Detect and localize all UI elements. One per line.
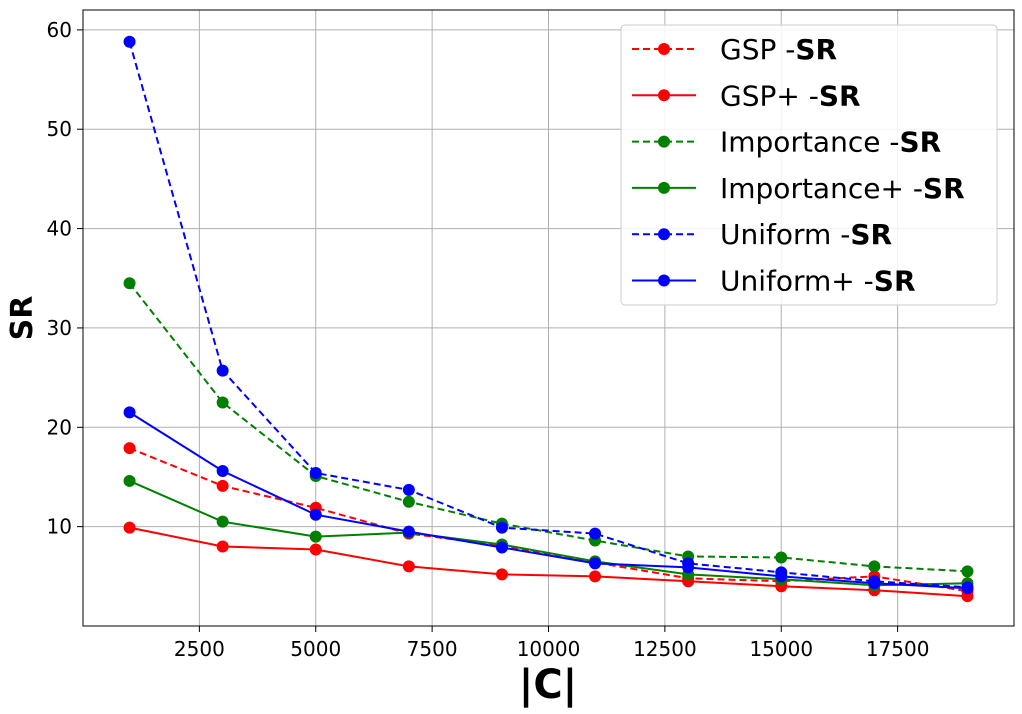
data-point bbox=[775, 570, 788, 583]
series-line bbox=[129, 411, 968, 590]
data-point bbox=[123, 442, 136, 455]
series-line bbox=[129, 526, 968, 598]
x-axis-label: |C| bbox=[519, 662, 578, 709]
y-tick-label: 50 bbox=[47, 117, 72, 141]
data-point bbox=[216, 540, 229, 553]
x-tick-label: 10000 bbox=[517, 637, 581, 661]
data-point bbox=[309, 543, 322, 556]
legend-marker bbox=[658, 228, 670, 241]
series-line bbox=[128, 41, 968, 589]
data-point bbox=[589, 527, 602, 540]
legend-marker bbox=[658, 135, 670, 148]
series-layer bbox=[123, 35, 974, 603]
data-point bbox=[775, 551, 788, 564]
series-5 bbox=[123, 406, 974, 595]
data-point bbox=[402, 525, 415, 538]
legend-label: Importance -SR bbox=[720, 126, 941, 159]
data-point bbox=[216, 479, 229, 492]
legend-marker bbox=[658, 181, 670, 194]
legend-marker bbox=[658, 89, 670, 102]
data-point bbox=[682, 561, 695, 574]
data-point bbox=[123, 474, 136, 487]
data-point bbox=[216, 396, 229, 409]
data-point bbox=[402, 560, 415, 573]
legend: GSP -SR GSP+ -SR Importance -SR Importance+… bbox=[620, 24, 998, 306]
legend-label: GSP+ -SR bbox=[720, 79, 861, 112]
data-point bbox=[123, 521, 136, 534]
legend-label: GSP -SR bbox=[720, 33, 837, 66]
x-tick-label: 17500 bbox=[866, 637, 930, 661]
y-tick-label: 60 bbox=[47, 18, 72, 42]
y-tick-label: 30 bbox=[47, 316, 72, 340]
legend-marker bbox=[658, 43, 670, 55]
data-point bbox=[309, 466, 322, 479]
data-point bbox=[123, 35, 136, 48]
data-point bbox=[589, 570, 602, 583]
data-point bbox=[123, 277, 136, 290]
legend-entry: Importance+ -SR bbox=[632, 172, 965, 205]
series-1 bbox=[123, 521, 974, 603]
y-axis-label: SR bbox=[5, 296, 40, 341]
data-point bbox=[868, 577, 881, 590]
legend-label: Importance+ -SR bbox=[720, 172, 965, 205]
data-point bbox=[495, 521, 508, 534]
plot-frame bbox=[82, 9, 1015, 627]
data-point bbox=[495, 568, 508, 581]
data-point bbox=[868, 560, 881, 573]
x-tick-label: 2500 bbox=[174, 637, 225, 661]
data-point bbox=[589, 557, 602, 570]
data-point bbox=[216, 364, 229, 377]
x-tick-label: 15000 bbox=[749, 637, 813, 661]
data-point bbox=[216, 515, 229, 528]
data-point bbox=[495, 541, 508, 554]
data-point bbox=[123, 406, 136, 419]
data-point bbox=[309, 508, 322, 521]
y-tick-label: 20 bbox=[47, 415, 72, 439]
legend-label: Uniform -SR bbox=[720, 218, 892, 251]
legend-entry: GSP+ -SR bbox=[632, 79, 861, 112]
x-tick-label: 12500 bbox=[633, 637, 697, 661]
series-line bbox=[129, 480, 968, 587]
data-point bbox=[402, 495, 415, 508]
x-tick-label: 5000 bbox=[290, 637, 341, 661]
data-point bbox=[402, 483, 415, 496]
y-tick-label: 40 bbox=[47, 217, 72, 241]
legend-entry: Uniform+ -SR bbox=[632, 265, 916, 298]
data-point bbox=[961, 565, 974, 578]
data-point bbox=[961, 582, 974, 595]
legend-box bbox=[620, 24, 998, 306]
data-point bbox=[309, 530, 322, 543]
series-line bbox=[128, 282, 968, 573]
legend-entry: Importance -SR bbox=[632, 126, 941, 159]
y-tick-label: 10 bbox=[47, 515, 72, 539]
legend-marker bbox=[658, 274, 670, 287]
legend-entry: GSP -SR bbox=[632, 33, 837, 66]
axis-ticks: 2500 5000 7500 10000 12500 15000 17500 10 20 30 40… bbox=[47, 18, 930, 661]
data-point bbox=[216, 465, 229, 478]
legend-label: Uniform+ -SR bbox=[720, 265, 916, 298]
x-tick-label: 7500 bbox=[407, 637, 458, 661]
legend-entry: Uniform -SR bbox=[632, 218, 892, 251]
